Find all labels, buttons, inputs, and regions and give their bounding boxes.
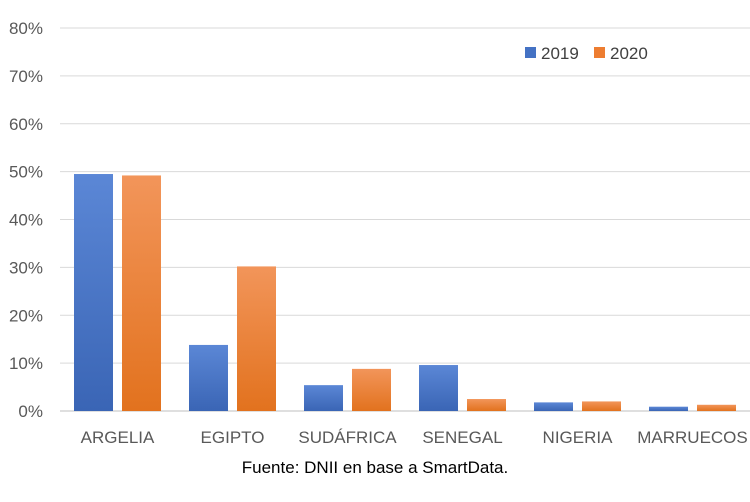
bar-2019-egipto bbox=[189, 344, 228, 411]
x-tick-label: SUDÁFRICA bbox=[298, 428, 397, 447]
bar-2020-marruecos bbox=[697, 404, 736, 411]
legend-swatch-2020 bbox=[594, 47, 605, 58]
x-axis: ARGELIA EGIPTO SUDÁFRICA SENEGAL NIGERIA MARR… bbox=[81, 428, 748, 447]
bar-2020-egipto bbox=[237, 266, 276, 411]
bar-chart: 0% 10% 20% 30% 40% 50% 60% 70% 80% ARGELIA EGIPTO… bbox=[9, 19, 750, 447]
bar-2019-nigeria bbox=[534, 402, 573, 411]
bar-2019-marruecos bbox=[649, 406, 688, 411]
legend: 2019 2020 bbox=[525, 44, 648, 63]
x-tick-label: EGIPTO bbox=[201, 428, 265, 447]
y-tick-label: 10% bbox=[9, 354, 43, 373]
y-tick-label: 50% bbox=[9, 163, 43, 182]
bar-2019-argelia bbox=[74, 174, 113, 411]
bar-2020-nigeria bbox=[582, 401, 621, 411]
bar-2020-sudáfrica bbox=[352, 368, 391, 411]
y-tick-label: 60% bbox=[9, 115, 43, 134]
bars bbox=[74, 174, 736, 411]
legend-swatch-2019 bbox=[525, 47, 536, 58]
bar-2020-argelia bbox=[122, 175, 161, 411]
y-axis: 0% 10% 20% 30% 40% 50% 60% 70% 80% bbox=[9, 19, 43, 421]
y-tick-label: 20% bbox=[9, 306, 43, 325]
x-tick-label: NIGERIA bbox=[543, 428, 614, 447]
source-caption: Fuente: DNII en base a SmartData. bbox=[241, 458, 509, 477]
y-tick-label: 30% bbox=[9, 258, 43, 277]
bar-2020-senegal bbox=[467, 399, 506, 411]
bar-2019-senegal bbox=[419, 365, 458, 411]
x-tick-label: MARRUECOS bbox=[637, 428, 748, 447]
bar-2019-sudáfrica bbox=[304, 385, 343, 411]
legend-label-2019: 2019 bbox=[541, 44, 579, 63]
y-tick-label: 0% bbox=[18, 402, 43, 421]
y-tick-label: 70% bbox=[9, 67, 43, 86]
y-tick-label: 40% bbox=[9, 211, 43, 230]
y-tick-label: 80% bbox=[9, 19, 43, 38]
x-tick-label: SENEGAL bbox=[422, 428, 502, 447]
gridlines bbox=[60, 27, 750, 412]
x-tick-label: ARGELIA bbox=[81, 428, 155, 447]
legend-label-2020: 2020 bbox=[610, 44, 648, 63]
